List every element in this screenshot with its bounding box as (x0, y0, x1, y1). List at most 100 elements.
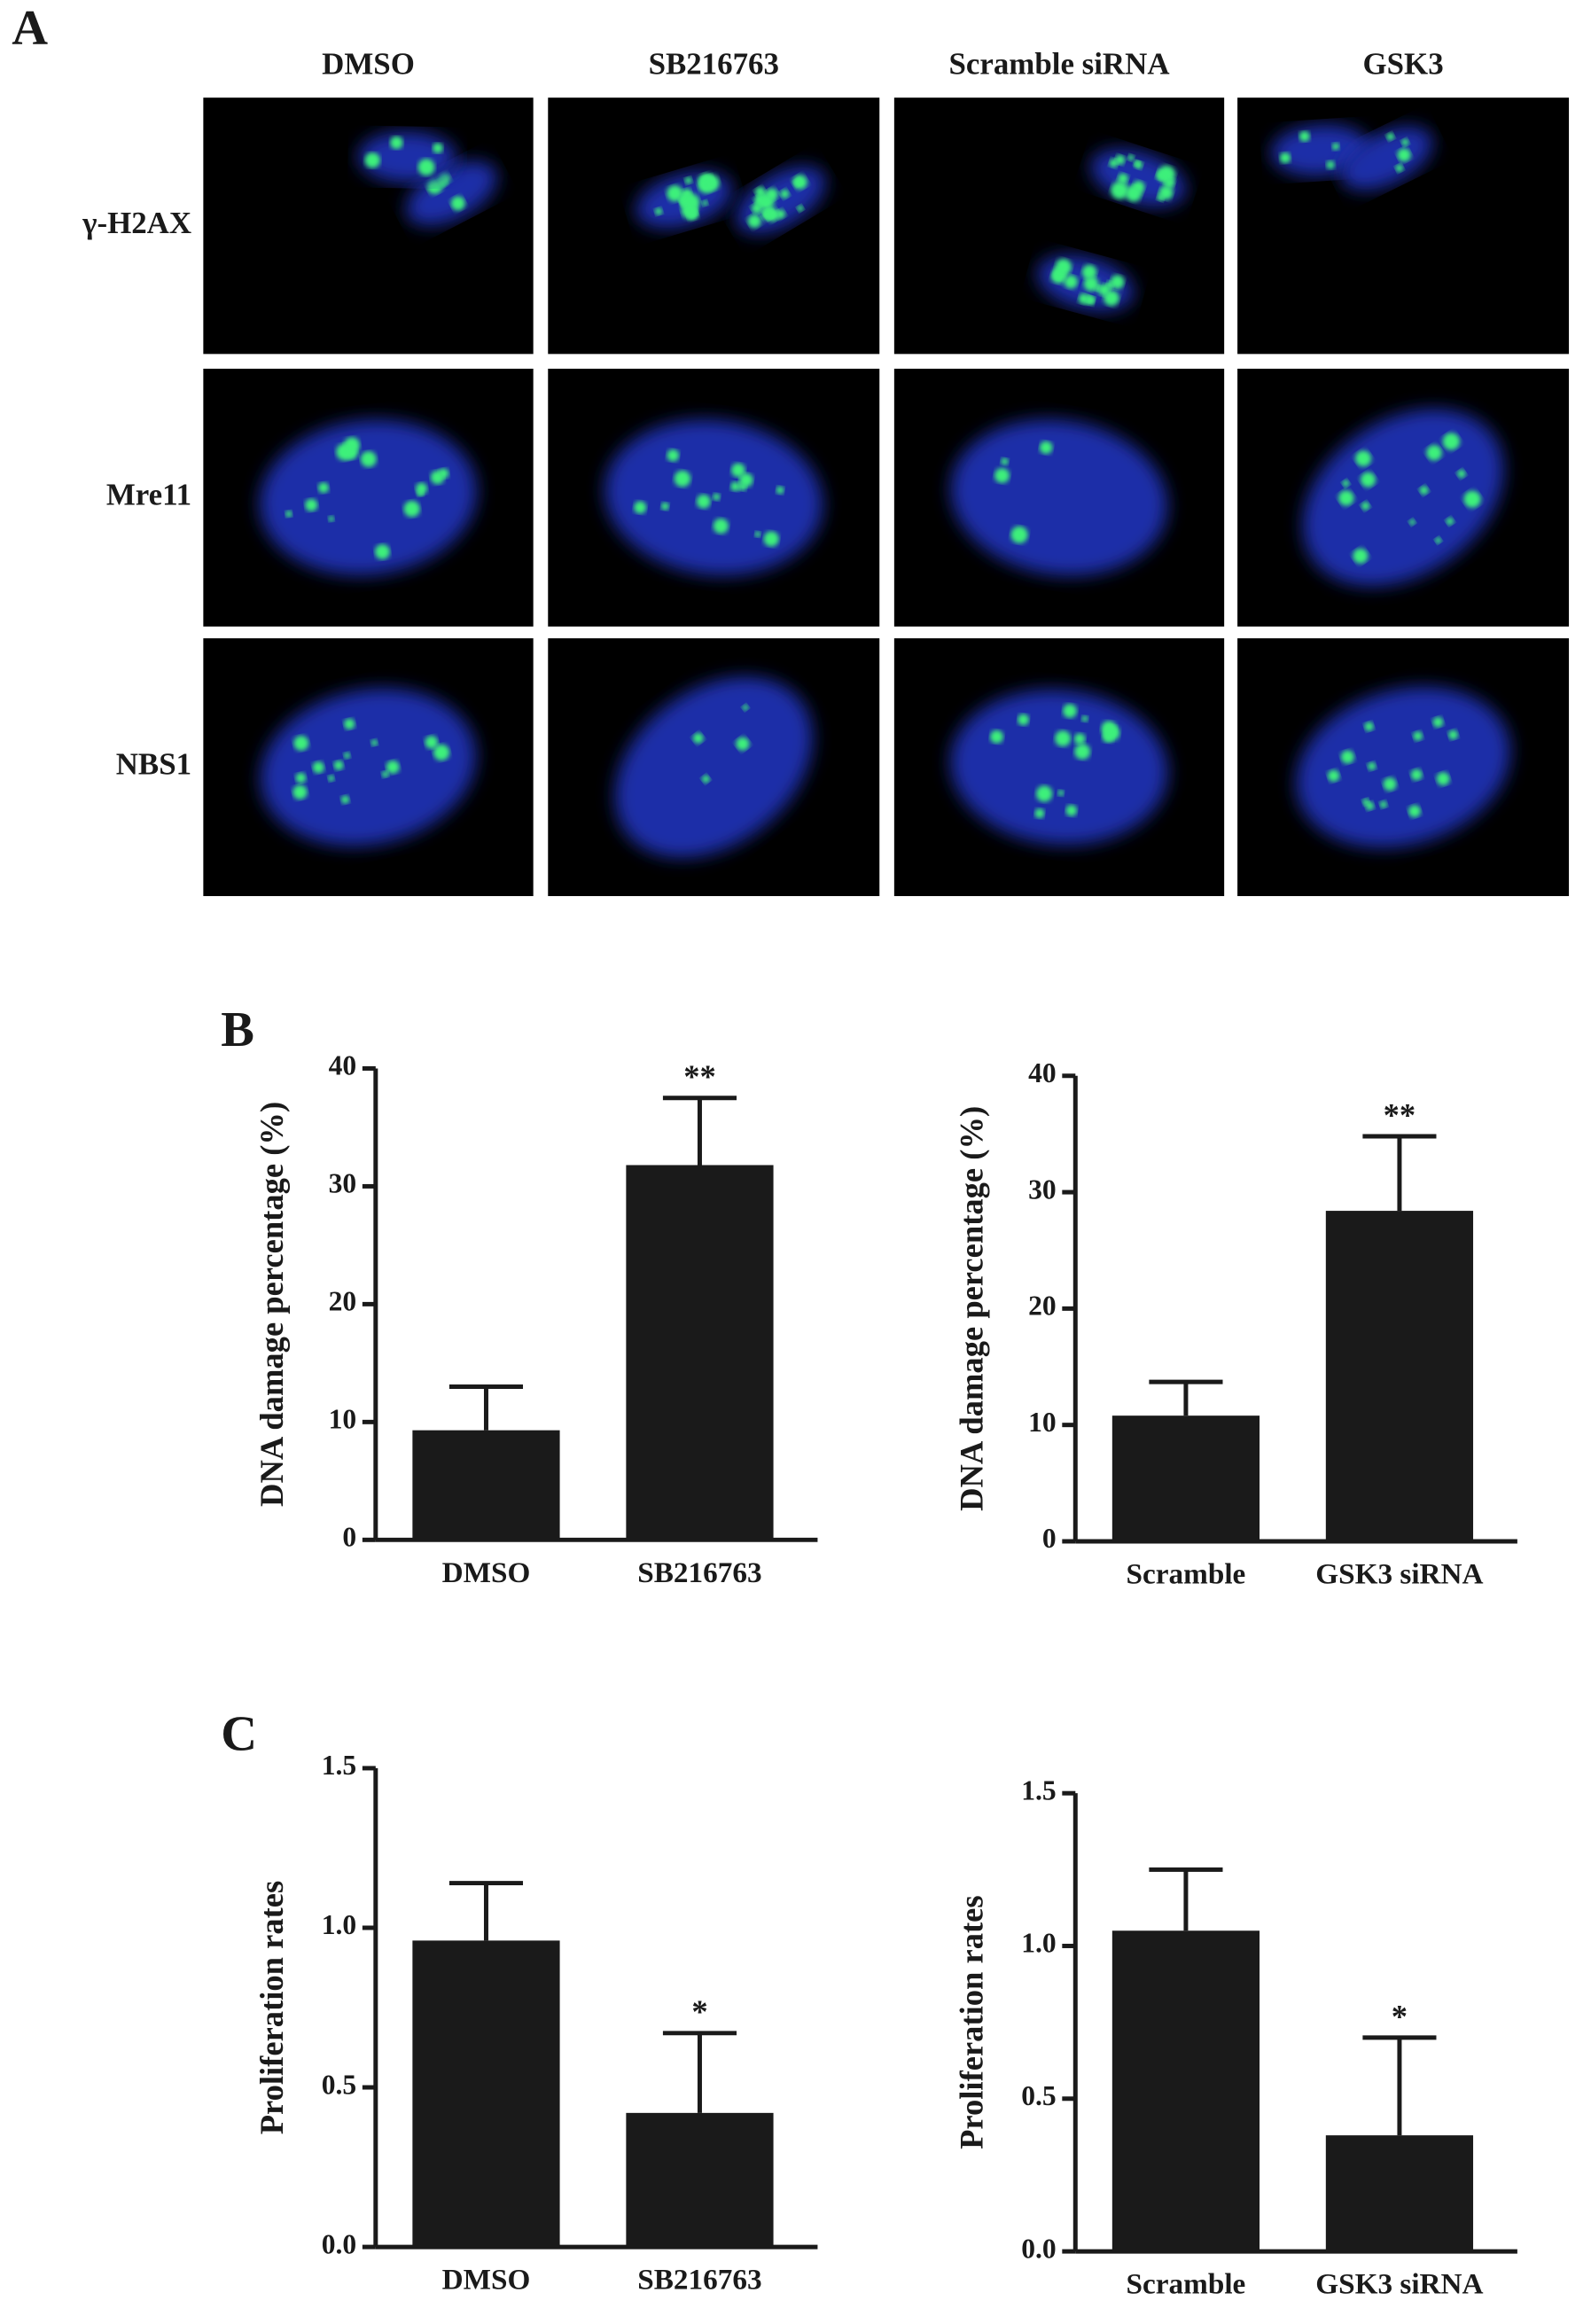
focus (1117, 173, 1128, 184)
focus (730, 481, 741, 492)
focus (317, 482, 330, 494)
x-tick-label: GSK3 siRNA (1315, 1557, 1483, 1590)
focus (1338, 490, 1354, 506)
focus (328, 516, 335, 522)
focus (793, 178, 802, 187)
focus (1419, 486, 1429, 495)
cells (260, 419, 477, 576)
cells (1037, 149, 1187, 311)
focus (1039, 441, 1053, 455)
focus (731, 463, 745, 478)
bar (626, 2112, 774, 2248)
micrograph (203, 638, 534, 897)
focus (776, 486, 784, 495)
focus (1326, 160, 1336, 169)
focus (1383, 777, 1397, 792)
y-tick-label: 20 (1028, 1291, 1057, 1322)
y-tick-label: 40 (1028, 1057, 1057, 1088)
focus (1081, 715, 1088, 722)
focus (1395, 164, 1404, 173)
focus (1115, 154, 1126, 165)
focus (1340, 750, 1354, 764)
focus (1379, 800, 1387, 808)
y-tick-label: 30 (329, 1168, 357, 1199)
focus (1164, 177, 1175, 189)
micrograph-bg (548, 97, 880, 355)
focus (736, 737, 750, 751)
bar (1111, 1415, 1260, 1541)
nucleus (1302, 409, 1504, 587)
micrograph (893, 368, 1225, 627)
focus (760, 207, 774, 221)
focus (1073, 733, 1086, 745)
focus (1327, 769, 1340, 783)
y-tick-label: 1.0 (1021, 1928, 1056, 1959)
significance-label: * (1392, 1998, 1408, 2034)
focus (1064, 275, 1078, 289)
focus (1446, 517, 1455, 526)
focus (343, 752, 351, 760)
micrograph (893, 97, 1225, 355)
y-tick-label: 1.5 (322, 1750, 356, 1781)
y-axis-label: DNA damage percentage (%) (253, 1102, 290, 1507)
focus (742, 704, 749, 711)
focus (674, 470, 691, 487)
focus (403, 500, 420, 518)
bar (412, 1430, 560, 1540)
focus (1074, 744, 1091, 760)
focus (654, 207, 663, 215)
y-tick-label: 0 (1042, 1523, 1057, 1554)
y-tick-label: 0 (342, 1522, 356, 1553)
focus (1104, 290, 1119, 307)
focus (426, 178, 443, 195)
focus (1353, 548, 1369, 564)
focus (1055, 259, 1072, 276)
y-tick-label: 0.0 (322, 2228, 356, 2259)
focus (765, 188, 779, 201)
y-tick-label: 10 (1028, 1407, 1057, 1438)
nucleus (260, 419, 477, 576)
panel-label: B (221, 1002, 254, 1057)
micrograph (203, 97, 534, 355)
focus (994, 468, 1010, 484)
micrograph (548, 368, 880, 627)
y-tick-label: 0.5 (1021, 2080, 1056, 2111)
focus (1094, 285, 1102, 292)
focus (1010, 526, 1028, 544)
focus (295, 772, 307, 784)
y-tick-label: 30 (1028, 1174, 1057, 1205)
x-tick-label: DMSO (442, 1556, 531, 1589)
focus (293, 736, 309, 751)
focus (990, 729, 1004, 744)
focus (433, 143, 443, 153)
focus (1434, 537, 1442, 544)
focus (1426, 444, 1442, 461)
focus (780, 189, 790, 199)
y-tick-label: 20 (329, 1286, 357, 1317)
x-tick-label: SB216763 (637, 1556, 761, 1589)
nucleus (1296, 686, 1510, 848)
focus (713, 493, 721, 501)
focus (1463, 490, 1481, 508)
focus (1401, 138, 1409, 146)
focus (1055, 730, 1072, 747)
column-label: SB216763 (649, 46, 779, 81)
cells (1296, 686, 1510, 848)
focus (1367, 761, 1377, 771)
focus (754, 194, 767, 207)
micrograph (1237, 368, 1570, 627)
focus (336, 443, 354, 461)
focus (713, 518, 729, 534)
focus (696, 494, 711, 509)
focus (292, 784, 308, 799)
focus (1078, 292, 1090, 305)
focus (1279, 152, 1291, 164)
nucleus (1340, 126, 1433, 191)
column-label: Scramble siRNA (948, 46, 1169, 81)
focus (327, 775, 335, 782)
focus (1081, 264, 1097, 280)
focus (1436, 772, 1450, 786)
bar (412, 1940, 560, 2248)
cells (614, 676, 813, 858)
